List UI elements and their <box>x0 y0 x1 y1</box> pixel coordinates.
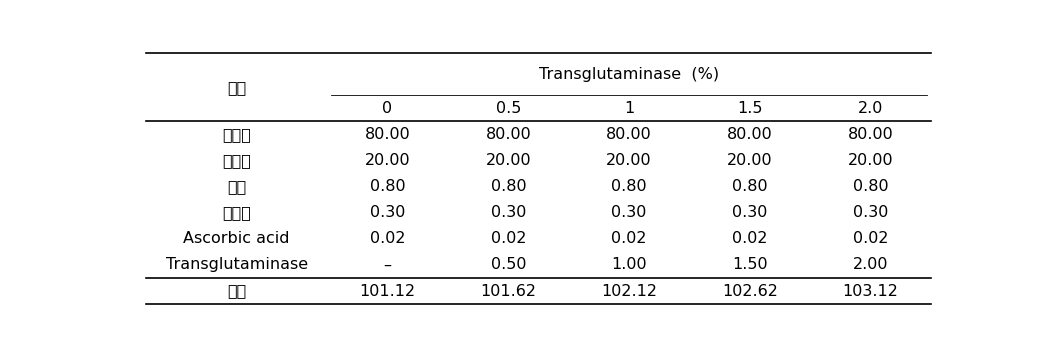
Text: 0.80: 0.80 <box>732 179 768 194</box>
Text: 80.00: 80.00 <box>606 127 652 142</box>
Text: 20.00: 20.00 <box>727 153 773 168</box>
Text: 얼음물: 얼음물 <box>222 153 251 168</box>
Text: 0: 0 <box>382 101 393 116</box>
Text: 1: 1 <box>624 101 634 116</box>
Text: 0.30: 0.30 <box>370 205 405 220</box>
Text: 20.00: 20.00 <box>365 153 410 168</box>
Text: 합계: 합계 <box>227 284 246 298</box>
Text: 20.00: 20.00 <box>848 153 894 168</box>
Text: 0.02: 0.02 <box>370 232 405 246</box>
Text: 1.5: 1.5 <box>737 101 763 116</box>
Text: 102.12: 102.12 <box>602 284 657 298</box>
Text: 인산염: 인산염 <box>222 205 251 220</box>
Text: –: – <box>383 257 392 273</box>
Text: 1.50: 1.50 <box>732 257 768 273</box>
Text: 0.80: 0.80 <box>490 179 526 194</box>
Text: 101.12: 101.12 <box>359 284 416 298</box>
Text: 101.62: 101.62 <box>480 284 536 298</box>
Text: 0.30: 0.30 <box>853 205 888 220</box>
Text: 80.00: 80.00 <box>485 127 531 142</box>
Text: 2.0: 2.0 <box>858 101 883 116</box>
Text: 0.30: 0.30 <box>611 205 647 220</box>
Text: Transglutaminase  (%): Transglutaminase (%) <box>539 67 719 82</box>
Text: 0.30: 0.30 <box>732 205 768 220</box>
Text: 0.5: 0.5 <box>496 101 521 116</box>
Text: 0.02: 0.02 <box>732 232 768 246</box>
Text: 80.00: 80.00 <box>848 127 894 142</box>
Text: 원료: 원료 <box>227 80 246 95</box>
Text: Transglutaminase: Transglutaminase <box>165 257 308 273</box>
Text: 가슴육: 가슴육 <box>222 127 251 142</box>
Text: 103.12: 103.12 <box>843 284 899 298</box>
Text: 0.50: 0.50 <box>490 257 526 273</box>
Text: 102.62: 102.62 <box>722 284 778 298</box>
Text: 0.02: 0.02 <box>490 232 526 246</box>
Text: 80.00: 80.00 <box>727 127 773 142</box>
Text: 2.00: 2.00 <box>853 257 888 273</box>
Text: 0.30: 0.30 <box>490 205 526 220</box>
Text: 0.02: 0.02 <box>853 232 888 246</box>
Text: 0.80: 0.80 <box>611 179 647 194</box>
Text: 0.80: 0.80 <box>370 179 405 194</box>
Text: Ascorbic acid: Ascorbic acid <box>183 232 290 246</box>
Text: 80.00: 80.00 <box>365 127 410 142</box>
Text: 20.00: 20.00 <box>607 153 651 168</box>
Text: 소금: 소금 <box>227 179 246 194</box>
Text: 0.02: 0.02 <box>611 232 647 246</box>
Text: 0.80: 0.80 <box>853 179 888 194</box>
Text: 20.00: 20.00 <box>485 153 531 168</box>
Text: 1.00: 1.00 <box>611 257 647 273</box>
